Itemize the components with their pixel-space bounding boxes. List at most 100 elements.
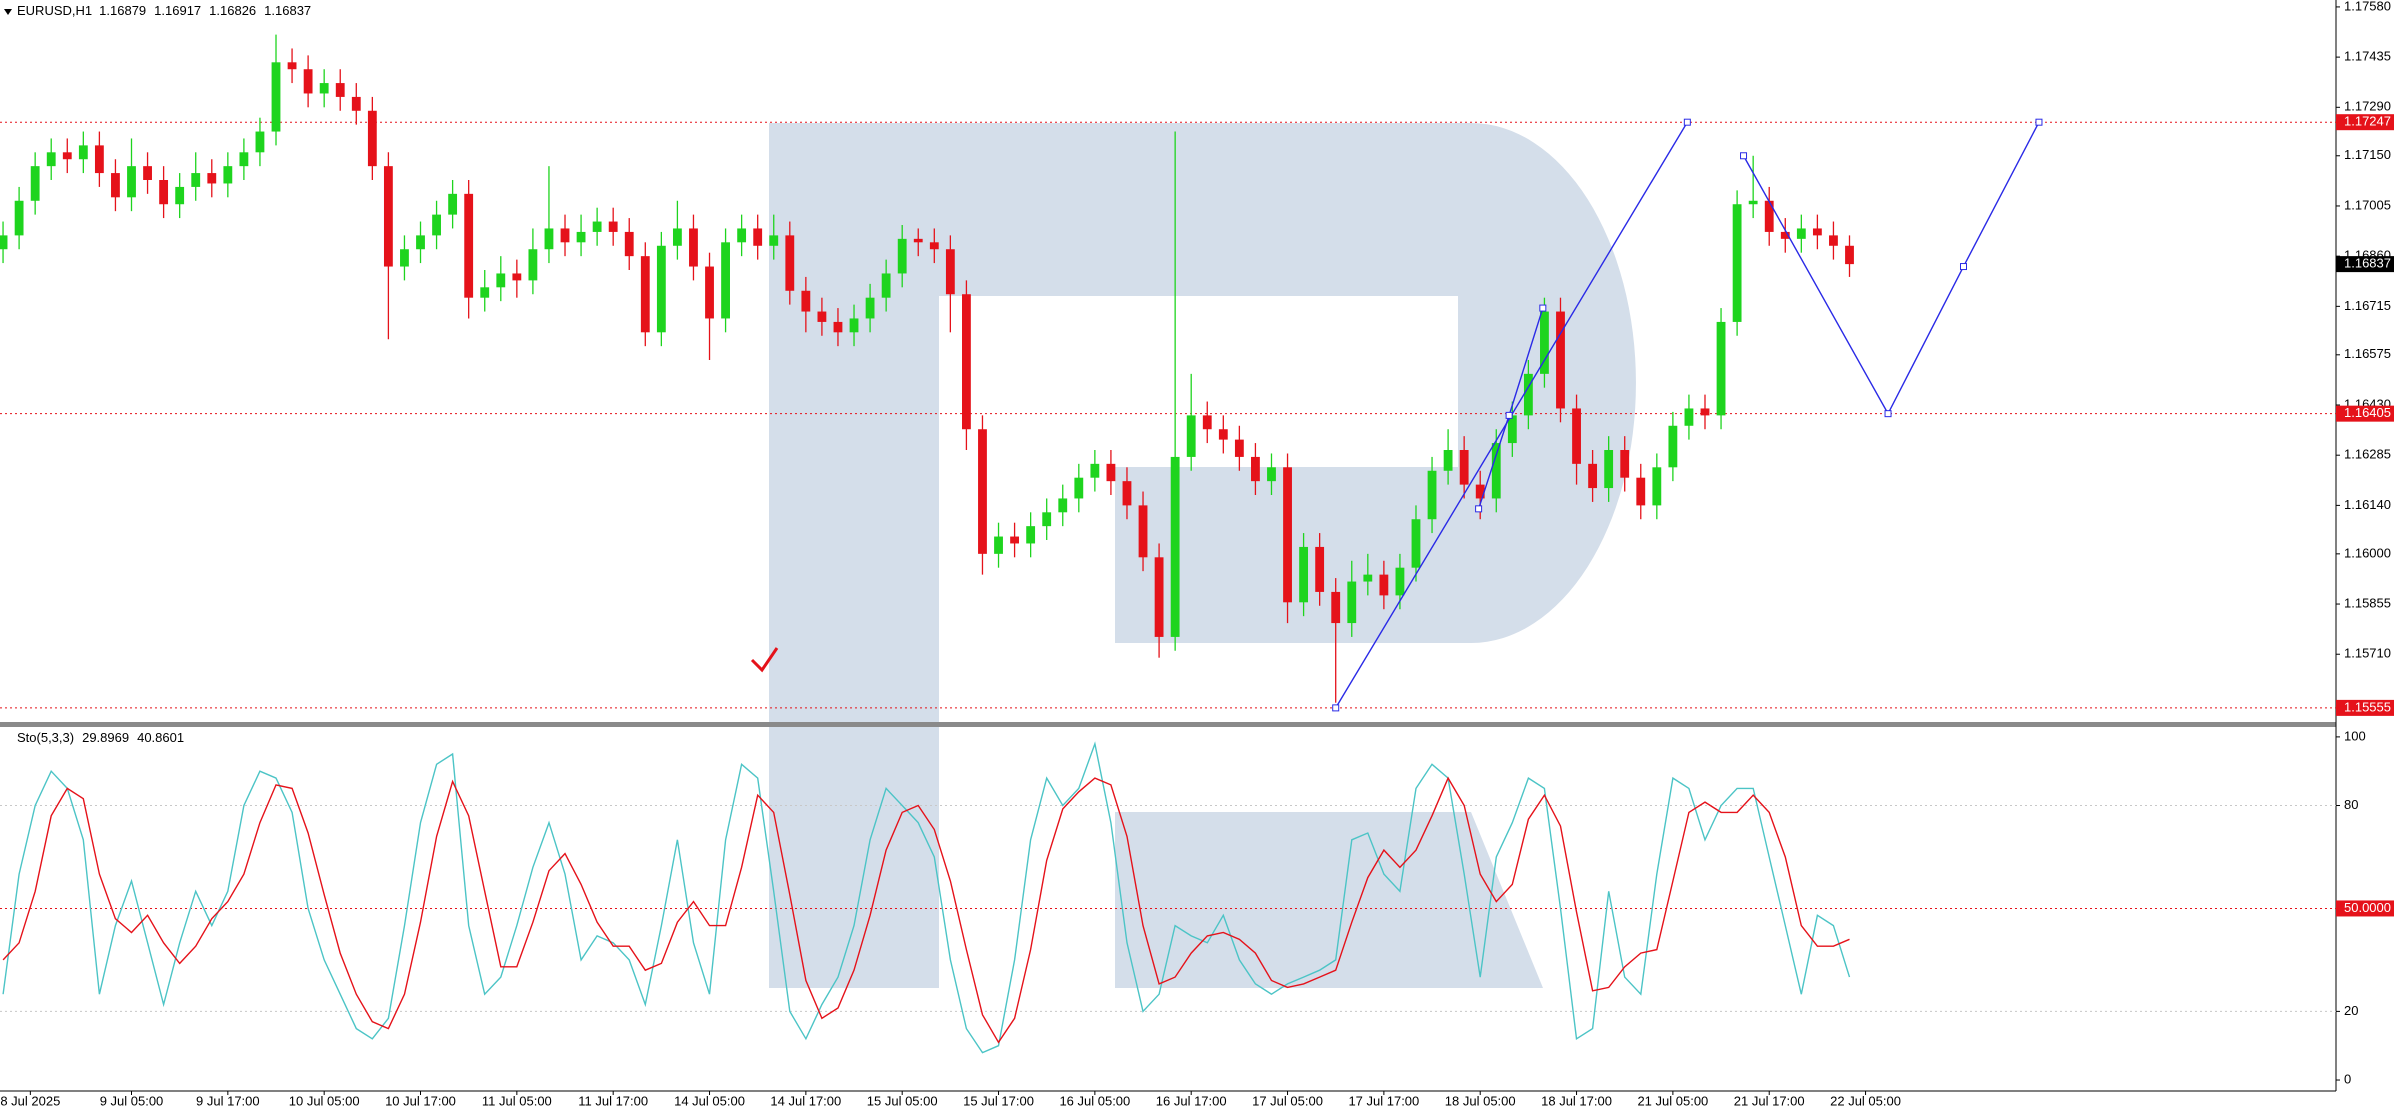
candle-body <box>496 273 506 288</box>
candle-body <box>1604 450 1614 489</box>
candle-body <box>1122 481 1132 506</box>
candle-body <box>383 166 393 267</box>
readout-value: 1.16917 <box>154 3 201 18</box>
level-box <box>2336 900 2394 917</box>
candle-body <box>1764 200 1774 232</box>
y-tick-label: 100 <box>2344 728 2366 743</box>
candle-body <box>1267 467 1276 482</box>
candle-body <box>319 83 329 94</box>
x-tick-label: 16 Jul 05:00 <box>1059 1093 1130 1108</box>
candle-body <box>1523 373 1533 416</box>
candle-body <box>191 173 201 187</box>
candle-body <box>1620 450 1630 478</box>
x-tick-label: 18 Jul 05:00 <box>1445 1093 1516 1108</box>
logo-leg <box>1115 812 1543 988</box>
candle-body <box>833 321 843 333</box>
candle-body <box>1668 425 1678 468</box>
candle-body <box>640 256 650 333</box>
x-tick-label: 16 Jul 17:00 <box>1156 1093 1227 1108</box>
candle-body <box>1427 470 1437 520</box>
candle-body <box>175 186 185 205</box>
readout-value: 1.16837 <box>264 3 311 18</box>
logo-stem <box>769 123 939 988</box>
candle-body <box>929 242 939 250</box>
readout-value: 1.16826 <box>209 3 256 18</box>
candle-body <box>897 238 907 274</box>
candle-body <box>769 235 779 246</box>
trend-vertex <box>1959 263 1967 271</box>
x-tick-label: 14 Jul 05:00 <box>674 1093 745 1108</box>
candle-body <box>994 536 1003 554</box>
candle-body <box>1170 456 1180 637</box>
candle-body <box>672 228 682 246</box>
candle-body <box>223 166 233 184</box>
candle-body <box>143 166 152 180</box>
candle-body <box>94 145 104 174</box>
candle-body <box>1010 536 1019 544</box>
candle-body <box>335 83 345 97</box>
readout: EURUSD,H1 1.16879 1.16917 1.16826 1.16837 <box>17 3 311 18</box>
trend-vertex <box>1505 411 1513 419</box>
current-price-box <box>2336 256 2394 273</box>
candle-body <box>303 69 313 94</box>
candle-body <box>1138 505 1148 558</box>
readout: Sto(5,3,3) 29.8969 40.8601 <box>17 730 184 745</box>
x-tick-label: 9 Jul 17:00 <box>196 1093 260 1108</box>
candle-body <box>159 180 169 205</box>
level-box <box>2336 114 2394 131</box>
candle-body <box>78 145 88 160</box>
level-label: 1.17247 <box>2344 114 2391 129</box>
candle-body <box>1491 443 1501 499</box>
candle-body <box>689 228 698 267</box>
candle-body <box>0 235 8 250</box>
candle-body <box>544 228 554 250</box>
candle-body <box>1283 467 1292 603</box>
candle-body <box>753 228 763 246</box>
candle-body <box>865 297 875 319</box>
candle-body <box>560 228 570 243</box>
trend-line <box>1742 121 2040 416</box>
candle-body <box>1684 408 1694 426</box>
y-tick-label: 1.16000 <box>2344 545 2391 560</box>
candle-body <box>656 245 666 333</box>
candle-body <box>1636 477 1646 506</box>
candle-body <box>1796 228 1806 239</box>
candle-body <box>1090 463 1100 478</box>
y-tick-label: 1.17290 <box>2344 99 2391 114</box>
candle-body <box>464 193 474 298</box>
candle-body <box>849 318 859 333</box>
y-tick-label: 1.16285 <box>2344 447 2391 462</box>
candle-body <box>1234 439 1244 457</box>
candle-body <box>1106 463 1116 482</box>
candle-body <box>1411 519 1421 568</box>
x-tick-label: 17 Jul 17:00 <box>1348 1093 1419 1108</box>
candle-body <box>962 294 971 430</box>
candle-body <box>1732 204 1742 322</box>
candle-body <box>111 173 120 198</box>
candle-body <box>46 152 56 167</box>
x-tick-label: 11 Jul 17:00 <box>578 1093 648 1108</box>
candle-body <box>1186 415 1196 457</box>
candle-body <box>127 166 136 198</box>
trend-vertex <box>1332 704 1340 712</box>
candle-body <box>1572 408 1581 464</box>
candle-body <box>737 228 747 243</box>
candle-body <box>945 249 955 295</box>
candle-body <box>1395 567 1405 596</box>
candle-body <box>480 287 490 298</box>
x-tick-label: 15 Jul 17:00 <box>963 1093 1034 1108</box>
candle-body <box>1845 245 1854 265</box>
watermark-logo <box>769 123 1636 988</box>
indicator-name: EURUSD,H1 <box>17 3 92 18</box>
candle-body <box>576 231 586 243</box>
candle-body <box>721 242 730 319</box>
indicator-name: Sto(5,3,3) <box>17 730 74 745</box>
y-tick-label: 0 <box>2344 1071 2351 1086</box>
candle-body <box>978 429 987 554</box>
y-tick-label: 1.17005 <box>2344 197 2391 212</box>
candle-body <box>287 62 297 70</box>
candle-body <box>1829 235 1838 246</box>
stochastic-line <box>2 741 1851 1054</box>
